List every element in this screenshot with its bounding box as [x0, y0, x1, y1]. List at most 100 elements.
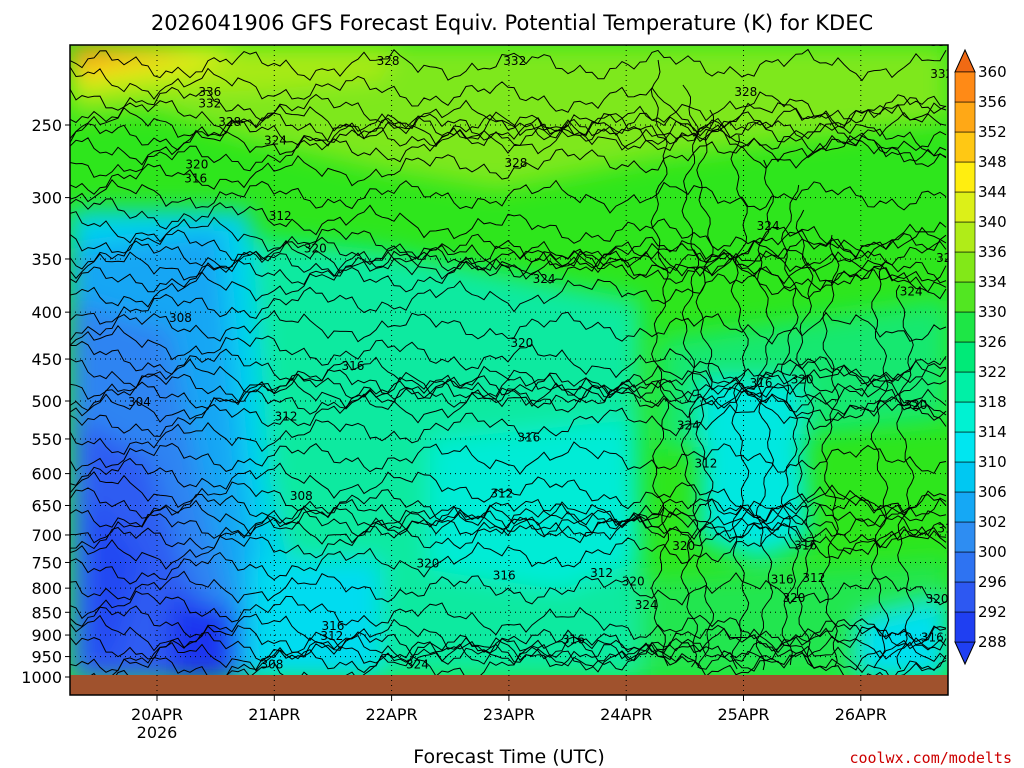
- colorbar-swatch: [954, 311, 976, 343]
- contour-label: 320: [791, 373, 814, 387]
- contour-line: [70, 94, 947, 166]
- y-tick-label: 400: [31, 303, 62, 322]
- contour-label: 336: [198, 85, 221, 99]
- contour-line: [70, 570, 947, 606]
- x-axis-title: Forecast Time (UTC): [413, 746, 604, 768]
- contour-line: [70, 494, 947, 570]
- contour-line: [70, 86, 947, 157]
- colorbar-label: 296: [978, 573, 1007, 591]
- contour-label: 320: [185, 157, 208, 171]
- colorbar-label: 310: [978, 453, 1007, 471]
- contour-line: [70, 626, 947, 673]
- contour-label: 328: [734, 85, 757, 99]
- contour-label: 308: [169, 311, 192, 325]
- contour-label: 324: [635, 598, 658, 612]
- contour-label: 312: [320, 629, 343, 643]
- contour-line: [70, 211, 947, 284]
- colorbar-label: 292: [978, 603, 1007, 621]
- colorbar-swatch: [954, 221, 976, 253]
- contour-line: [820, 234, 840, 668]
- credit-link[interactable]: coolwx.com/modelts: [849, 749, 1012, 767]
- contour-label: 336: [930, 35, 953, 49]
- x-tick-label: 22APR: [366, 705, 418, 724]
- colorbar-label: 288: [978, 633, 1007, 651]
- contour-line: [70, 198, 947, 259]
- colorbar-label: 344: [978, 183, 1007, 201]
- chart-title: 2026041906 GFS Forecast Equiv. Potential…: [151, 11, 873, 35]
- colorbar-label: 314: [978, 423, 1007, 441]
- contour-line: [70, 48, 947, 82]
- contour-line: [70, 310, 947, 345]
- colorbar-swatch: [954, 551, 976, 583]
- contour-line: [70, 99, 947, 168]
- contour-line: [70, 471, 947, 549]
- contour-line: [70, 373, 947, 416]
- contour-label: 316: [493, 569, 516, 583]
- colorbar-label: 330: [978, 303, 1007, 321]
- contour-label: 320: [926, 592, 949, 606]
- contour-label: 312: [269, 209, 292, 223]
- y-tick-label: 950: [31, 648, 62, 667]
- colorbar-label: 318: [978, 393, 1007, 411]
- y-tick-label: 450: [31, 350, 62, 369]
- colorbar-swatch: [954, 491, 976, 523]
- contour-label: 320: [622, 575, 645, 589]
- colorbar-swatch: [954, 461, 976, 493]
- contour-label: 320: [510, 336, 533, 350]
- colorbar-swatch: [954, 521, 976, 553]
- y-tick-label: 550: [31, 430, 62, 449]
- contour-label: 312: [590, 566, 613, 580]
- contour-label: 316: [321, 619, 344, 633]
- contour-label: 324: [900, 285, 923, 299]
- contour-line: [780, 184, 800, 666]
- contour-line: [70, 221, 947, 293]
- contour-line: [70, 178, 947, 214]
- contour-label: 320: [672, 539, 695, 553]
- contour-line: [70, 494, 947, 544]
- contour-label: 324: [533, 272, 556, 286]
- y-axis: 250 300 350 400 450 500 550 600 650 700 750 800 850 9…: [21, 116, 70, 687]
- y-tick-label: 300: [31, 189, 62, 208]
- contour-line: [70, 590, 947, 651]
- contour-line: [870, 259, 890, 669]
- contour-label: 316: [517, 431, 540, 445]
- contour-line: [70, 103, 947, 178]
- contour-label: 308: [261, 657, 284, 671]
- contour-label: 316: [937, 522, 960, 536]
- contour-line: [70, 487, 947, 555]
- x-tick-label: 23APR: [483, 705, 535, 724]
- colorbar-swatch: [954, 131, 976, 163]
- gridlines: [70, 45, 948, 695]
- contour-label: 316: [921, 631, 944, 645]
- y-tick-label: 250: [31, 116, 62, 135]
- y-tick-label: 800: [31, 579, 62, 598]
- contour-labels: 3363323283363323283283363323283243283203…: [128, 35, 960, 671]
- x-axis: 20APR 21APR 22APR 23APR 24APR 25APR 26APR 2026: [131, 695, 887, 742]
- contour-label: 324: [264, 134, 287, 148]
- contour-line: [70, 233, 947, 308]
- contour-label: 312: [490, 487, 513, 501]
- colorbar-label: 356: [978, 93, 1007, 111]
- y-tick-label: 850: [31, 603, 62, 622]
- colorbar-label: 322: [978, 363, 1007, 381]
- contour-line: [895, 284, 915, 670]
- field-band-312-right: [700, 380, 810, 560]
- y-tick-label: 600: [31, 465, 62, 484]
- colorbar-swatch: [954, 371, 976, 403]
- x-tick-label: 24APR: [600, 705, 652, 724]
- contour-line: [70, 441, 947, 475]
- field-band-310-right: [860, 600, 948, 680]
- y-tick-label: 900: [31, 626, 62, 645]
- contour-label: 316: [562, 632, 585, 646]
- plot-area: 3363323283363323283283363323283243283203…: [70, 35, 960, 695]
- contour-line: [70, 229, 947, 300]
- colorbar-swatch: [954, 341, 976, 373]
- colorbar-swatch: [954, 191, 976, 223]
- contour-line: [70, 364, 947, 412]
- contour-label: 328: [218, 115, 241, 129]
- y-tick-label: 1000: [21, 668, 62, 687]
- contour-label: 308: [290, 489, 313, 503]
- contour-label: 316: [184, 172, 207, 186]
- contour-label: 324: [677, 419, 700, 433]
- contour-label: 332: [503, 54, 526, 68]
